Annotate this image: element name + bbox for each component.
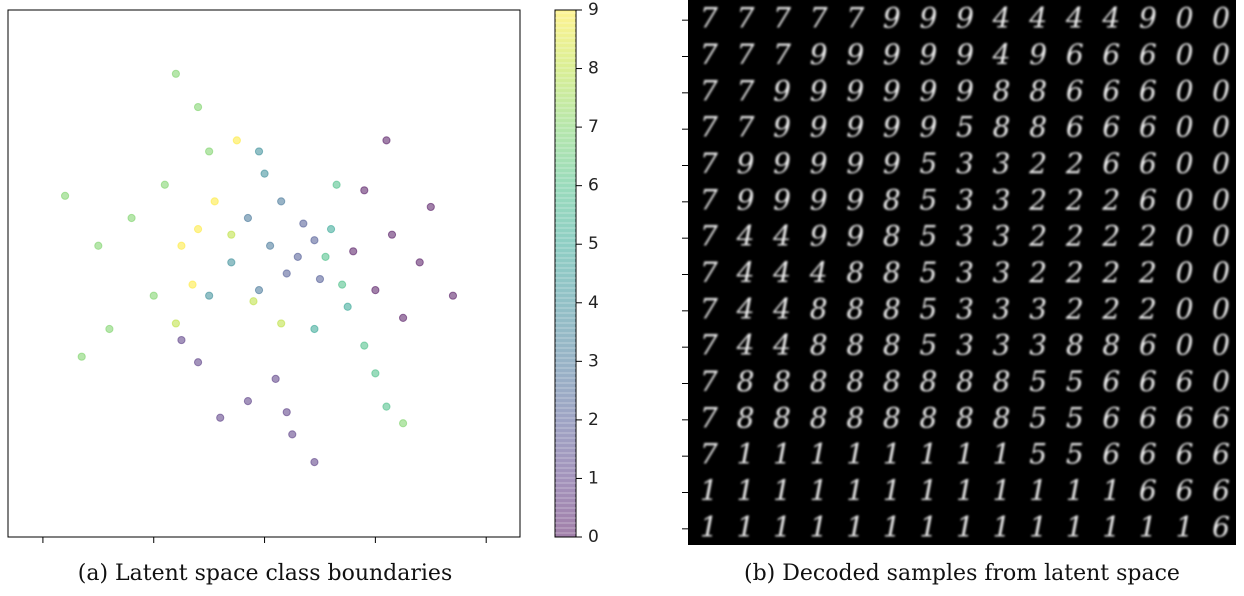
point (254, 286, 264, 295)
point (260, 169, 269, 178)
colorbar-tick-label: 0 (588, 527, 599, 547)
digit-row: 799999533226600 (700, 147, 1230, 180)
point (360, 341, 369, 350)
point (277, 319, 286, 328)
point (398, 313, 408, 322)
digit-row: 777999994966600 (700, 38, 1230, 71)
point (193, 358, 203, 367)
point (321, 252, 330, 261)
colorbar-tick-label: 9 (588, 0, 599, 20)
point (171, 69, 180, 78)
point (77, 352, 86, 361)
point (398, 419, 408, 428)
point (299, 219, 308, 228)
digit-row: 744998533222200 (700, 220, 1230, 253)
point (448, 291, 458, 300)
colorbar-tick-label: 4 (588, 293, 599, 313)
point (205, 147, 214, 156)
point (338, 280, 347, 289)
colorbar-tick-label: 8 (588, 59, 599, 79)
point (227, 230, 236, 239)
point (415, 258, 424, 267)
point (177, 241, 186, 250)
point (277, 197, 286, 206)
point (310, 236, 319, 245)
colorbar-tick-label: 2 (588, 410, 599, 430)
point (332, 180, 341, 189)
digit-row: 777779994444900 (700, 2, 1230, 35)
point (105, 324, 114, 334)
point (188, 280, 197, 289)
point (205, 291, 214, 300)
digit-row: 711111111556666 (700, 438, 1230, 471)
point (232, 136, 241, 145)
point (382, 402, 391, 411)
caption-b: (b) Decoded samples from latent space (744, 561, 1180, 586)
point (193, 225, 203, 234)
point (271, 374, 280, 383)
point (360, 186, 369, 195)
point (349, 247, 358, 256)
point (288, 430, 297, 439)
colorbar-tick-label: 3 (588, 351, 599, 371)
point (60, 191, 70, 200)
point (282, 269, 291, 278)
digit-row: 779999958866600 (700, 111, 1230, 144)
point (193, 102, 203, 112)
digit-row: 111111111111116 (700, 510, 1230, 543)
colorbar-tick-label: 6 (588, 176, 599, 196)
digit-row: 779999998866600 (700, 74, 1230, 107)
point (310, 324, 319, 334)
point (326, 225, 336, 234)
colorbar-tick-label: 7 (588, 117, 599, 137)
point (94, 241, 103, 250)
point (249, 297, 258, 306)
point (426, 202, 435, 212)
digit-row: 788888888556660 (700, 365, 1230, 398)
point (265, 241, 275, 250)
point (282, 408, 291, 417)
point (293, 252, 302, 261)
colorbar (554, 9, 577, 538)
point (210, 197, 219, 206)
digit-row: 799998533222600 (700, 183, 1230, 216)
axes-frame (7, 9, 521, 538)
point (371, 286, 380, 295)
point (177, 335, 186, 345)
point (310, 458, 319, 467)
digit-row: 744888533322200 (700, 292, 1230, 325)
point (315, 274, 325, 284)
digit-row: 744488533222200 (700, 256, 1230, 289)
point (127, 213, 136, 223)
decoded-panel (688, 0, 1236, 545)
digit-row: 744888533388600 (700, 329, 1230, 362)
colorbar-tick-label: 5 (588, 234, 599, 254)
point (243, 396, 253, 406)
point (149, 291, 158, 300)
point (216, 413, 225, 422)
point (387, 230, 397, 239)
point (254, 147, 264, 156)
colorbar-tick-label: 1 (588, 468, 599, 488)
digit-row: 111111111111666 (700, 474, 1230, 507)
point (371, 369, 380, 378)
point (243, 213, 253, 223)
point (171, 319, 180, 328)
point (160, 180, 169, 189)
point (382, 136, 391, 145)
digit-grid: 7777799944449007779999949666007799999988… (700, 2, 1230, 544)
caption-a: (a) Latent space class boundaries (78, 561, 452, 586)
point (227, 258, 236, 267)
digit-row: 788888888556666 (700, 401, 1230, 434)
point (343, 302, 352, 311)
